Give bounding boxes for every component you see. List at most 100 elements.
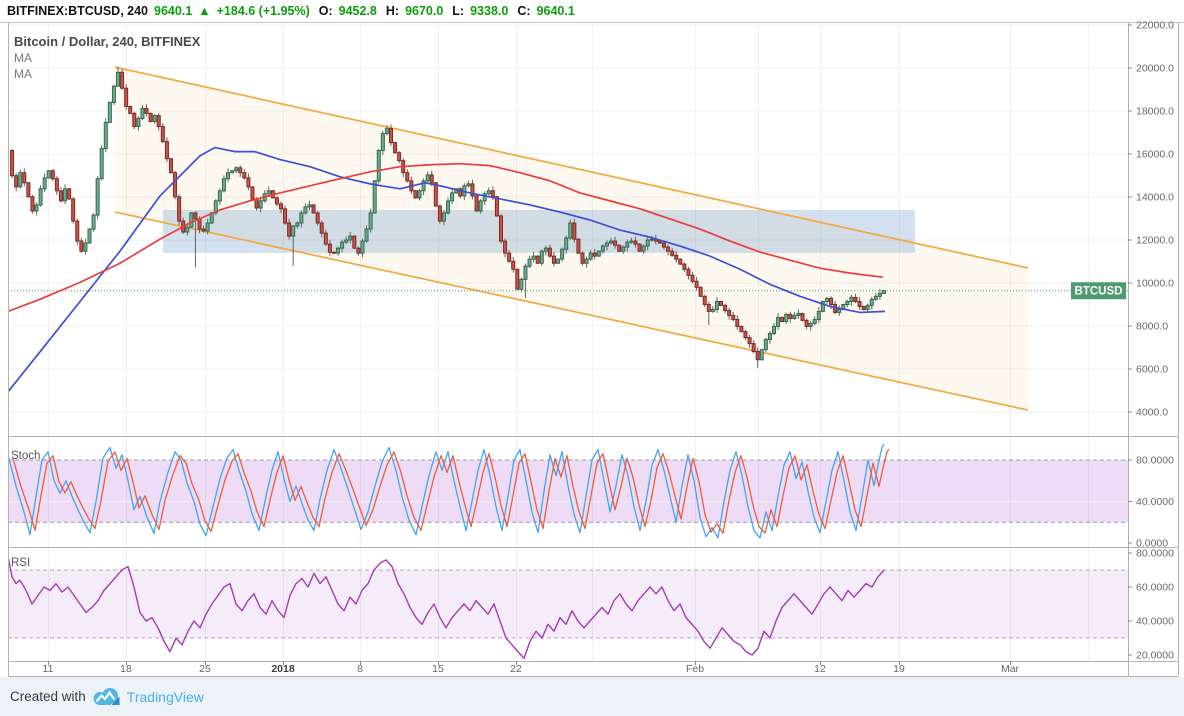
time-axis-label[interactable]: Feb xyxy=(686,663,704,675)
time-axis-label[interactable]: 25 xyxy=(199,663,211,675)
axis-label[interactable]: 40.0000 xyxy=(1136,616,1174,628)
candle-up xyxy=(784,313,789,322)
time-axis-label[interactable]: 2018 xyxy=(271,663,295,675)
candle-up xyxy=(360,240,365,254)
candle-up xyxy=(759,349,764,361)
candle-up xyxy=(519,278,524,290)
candle-down xyxy=(50,170,55,180)
symbol-interval[interactable]: BITFINEX:BTCUSD, 240 xyxy=(7,4,148,18)
candle-down xyxy=(26,182,31,198)
axis-label[interactable]: 20000.0 xyxy=(1136,63,1174,75)
candle-down xyxy=(278,203,283,210)
created-with-text: Created with xyxy=(10,689,86,704)
channel-upper-line[interactable] xyxy=(114,66,1029,269)
credit-bar: Created with TradingView xyxy=(0,677,1184,716)
candle-up xyxy=(568,222,573,239)
axis-label[interactable]: 16000.0 xyxy=(1136,149,1174,161)
candle-up xyxy=(266,190,271,195)
time-axis-label[interactable]: 19 xyxy=(893,663,905,675)
time-axis-label[interactable]: 12 xyxy=(814,663,826,675)
axis-label[interactable]: 10000.0 xyxy=(1136,278,1174,290)
btcusd-price-label[interactable]: BTCUSD xyxy=(1071,282,1126,300)
axis-label[interactable]: 18000.0 xyxy=(1136,106,1174,118)
candle-up xyxy=(645,239,650,247)
axis-label[interactable]: 20.0000 xyxy=(1136,650,1174,662)
tradingview-logo-icon[interactable] xyxy=(93,687,120,706)
candle-down xyxy=(437,205,442,222)
candle-down xyxy=(800,313,805,321)
axis-label[interactable]: 12000.0 xyxy=(1136,235,1174,247)
channel-lower-line[interactable] xyxy=(114,211,1029,411)
candle-up xyxy=(649,238,654,241)
candle-up xyxy=(527,258,532,267)
candle-down xyxy=(168,158,173,174)
candle-down xyxy=(405,172,410,182)
candle-down xyxy=(698,286,703,297)
candle-up xyxy=(185,226,190,233)
candle-up xyxy=(865,304,870,310)
candle-up xyxy=(213,200,218,214)
candle-up xyxy=(641,245,646,252)
candle-up xyxy=(625,241,630,248)
rsi-pane[interactable] xyxy=(8,556,1128,660)
candle-down xyxy=(857,300,862,307)
candle-up xyxy=(221,178,226,192)
axis-label[interactable]: 0.0000 xyxy=(1136,538,1168,550)
axis-label[interactable]: 80.0000 xyxy=(1136,455,1174,467)
axis-label[interactable]: 80.0000 xyxy=(1136,548,1174,560)
candle-up xyxy=(584,258,589,264)
axis-label[interactable]: 6000.0 xyxy=(1136,364,1168,376)
candle-down xyxy=(193,212,198,220)
axis-label[interactable]: 8000.0 xyxy=(1136,321,1168,333)
candle-up xyxy=(234,167,239,172)
open-label: O: xyxy=(318,4,333,18)
candle-down xyxy=(148,112,153,123)
time-axis-label[interactable]: 18 xyxy=(120,663,132,675)
candle-up xyxy=(812,319,817,324)
candle-up xyxy=(763,339,768,351)
axis-label[interactable]: 14000.0 xyxy=(1136,192,1174,204)
candle-down xyxy=(511,260,516,270)
time-axis-label[interactable]: Mar xyxy=(1001,663,1020,675)
stoch-legend-label[interactable]: Stoch xyxy=(11,450,40,462)
price-pane[interactable] xyxy=(114,66,1029,411)
time-axis-label[interactable]: 15 xyxy=(432,663,444,675)
candle-down xyxy=(164,141,169,160)
candle-down xyxy=(79,240,84,252)
candle-up xyxy=(877,292,882,297)
ma-lines xyxy=(8,146,886,393)
stoch-pane[interactable] xyxy=(8,444,1128,539)
time-axis-label[interactable]: 11 xyxy=(43,663,54,675)
candle-down xyxy=(499,215,504,242)
candle-down xyxy=(702,295,707,305)
low-value: 9338.0 xyxy=(470,4,509,18)
ma-legend-label[interactable]: MA xyxy=(14,67,32,81)
candle-down xyxy=(458,188,463,197)
candle-up xyxy=(368,212,373,230)
candle-down xyxy=(14,175,19,188)
candle-down xyxy=(327,243,332,253)
candle-down xyxy=(132,112,137,127)
axis-label[interactable]: 22000.0 xyxy=(1136,20,1174,32)
candle-down xyxy=(238,167,243,174)
axis-label[interactable]: 60.0000 xyxy=(1136,582,1174,594)
candle-down xyxy=(755,351,760,361)
candle-up xyxy=(189,212,194,228)
tradingview-link[interactable]: TradingView xyxy=(126,688,204,705)
candle-down xyxy=(576,238,581,254)
rsi-legend-label[interactable]: RSI xyxy=(11,557,30,569)
time-axis-label[interactable]: 8 xyxy=(357,663,363,675)
candle-down xyxy=(470,183,475,197)
candle-up xyxy=(258,200,263,209)
candle-down xyxy=(788,313,793,319)
candle-up xyxy=(596,250,601,257)
candle-down xyxy=(747,337,752,345)
axis-label[interactable]: 4000.0 xyxy=(1136,407,1168,419)
axis-label[interactable]: 40.0000 xyxy=(1136,496,1174,508)
time-axis-label[interactable]: 22 xyxy=(510,663,522,675)
chart-title[interactable]: Bitcoin / Dollar, 240, BITFINEX xyxy=(14,34,201,49)
candle-down xyxy=(352,235,357,249)
candle-up xyxy=(348,235,353,241)
ma-legend-label[interactable]: MA xyxy=(14,51,32,65)
